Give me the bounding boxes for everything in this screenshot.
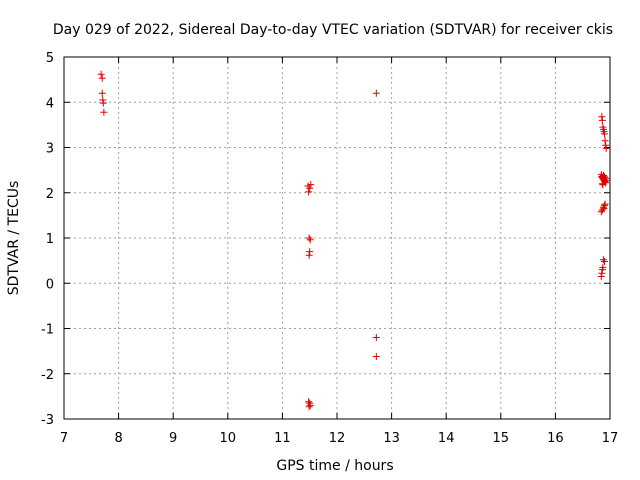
data-point — [372, 353, 380, 361]
x-tick-label: 7 — [60, 431, 68, 446]
data-point — [601, 201, 609, 209]
data-point — [598, 113, 606, 121]
data-point — [597, 272, 605, 280]
data-point — [372, 334, 380, 342]
data-point — [99, 99, 107, 107]
x-tick-label: 13 — [383, 431, 400, 446]
x-tick-label: 12 — [329, 431, 346, 446]
data-point — [98, 74, 106, 82]
data-point — [602, 176, 610, 184]
y-axis-label: SDTVAR / TECUs — [6, 181, 22, 296]
data-points — [97, 70, 610, 411]
data-point — [598, 116, 606, 124]
x-tick-label: 9 — [169, 431, 177, 446]
data-point — [98, 89, 106, 97]
data-point — [600, 205, 608, 213]
data-point — [601, 258, 609, 266]
data-point — [601, 137, 609, 145]
y-tick-label: 2 — [46, 187, 54, 202]
data-point — [599, 181, 607, 189]
x-axis-label: GPS time / hours — [276, 458, 393, 474]
data-point — [305, 188, 313, 196]
data-point — [598, 266, 606, 274]
data-point — [305, 234, 313, 242]
data-point — [601, 130, 609, 138]
x-tick-label: 17 — [602, 431, 619, 446]
data-point — [601, 200, 609, 208]
data-point — [100, 108, 108, 116]
data-point — [305, 251, 313, 259]
data-point — [306, 401, 314, 409]
x-tick-label: 15 — [493, 431, 510, 446]
chart-title: Day 029 of 2022, Sidereal Day-to-day VTE… — [53, 22, 613, 38]
data-point — [602, 144, 610, 152]
data-point — [306, 184, 314, 192]
data-point — [307, 181, 315, 189]
data-point — [99, 96, 107, 104]
data-point — [602, 174, 610, 182]
y-tick-label: -1 — [41, 323, 54, 338]
data-point — [598, 269, 606, 277]
x-tick-label: 11 — [274, 431, 291, 446]
grid-lines — [64, 57, 610, 419]
data-point — [305, 398, 313, 406]
y-tick-label: 0 — [46, 277, 54, 292]
data-point — [97, 70, 105, 78]
data-point — [602, 141, 610, 149]
y-tick-label: -2 — [41, 368, 54, 383]
x-tick-label: 16 — [547, 431, 564, 446]
x-tick-label: 8 — [114, 431, 122, 446]
y-tick-label: 1 — [46, 232, 54, 247]
data-point — [306, 236, 314, 244]
x-tick-label: 14 — [438, 431, 455, 446]
x-tick-label: 10 — [220, 431, 237, 446]
y-tick-label: 5 — [46, 51, 54, 66]
data-point — [599, 203, 607, 211]
data-point — [372, 89, 380, 97]
data-point — [599, 256, 607, 264]
data-point — [598, 180, 606, 188]
y-tick-label: 3 — [46, 142, 54, 157]
data-point — [306, 248, 314, 256]
data-point — [601, 173, 609, 181]
data-point — [305, 403, 313, 411]
y-tick-label: -3 — [41, 413, 54, 428]
y-tick-label: 4 — [46, 96, 54, 111]
